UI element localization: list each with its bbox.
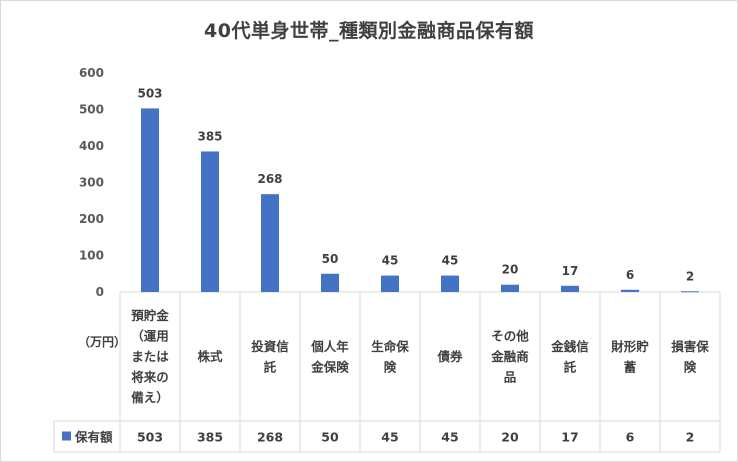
category-label: 株式 [197, 349, 223, 364]
category-label: 預貯金（運用または将来の備え） [131, 308, 169, 405]
y-tick-label: 400 [79, 139, 104, 153]
bar [141, 108, 159, 292]
category-label: 個人年金保険 [310, 339, 349, 375]
y-tick-label: 0 [96, 285, 104, 299]
y-tick-label: 100 [79, 249, 104, 263]
data-label: 268 [257, 172, 282, 186]
table-value: 20 [501, 430, 519, 445]
table-value: 6 [626, 430, 635, 445]
category-label: 金銭信託 [550, 339, 589, 375]
bar [201, 151, 219, 292]
table-value: 385 [197, 430, 223, 445]
y-tick-label: 200 [79, 212, 104, 226]
data-label: 2 [686, 269, 694, 283]
data-label: 6 [626, 268, 634, 282]
bar [501, 284, 519, 292]
table-value: 45 [441, 430, 458, 445]
data-label: 17 [562, 264, 579, 278]
bar [381, 275, 399, 292]
data-label: 20 [502, 263, 519, 277]
legend-key [62, 431, 71, 441]
bar [621, 289, 639, 292]
data-label: 385 [197, 129, 222, 143]
category-label: 財形貯蓄 [610, 339, 649, 375]
table-value: 50 [321, 430, 339, 445]
data-label: 45 [382, 254, 399, 268]
category-label: 生命保険 [371, 339, 409, 375]
category-label: 損害保険 [671, 339, 709, 375]
table-value: 45 [381, 430, 398, 445]
y-tick-label: 600 [79, 66, 104, 80]
data-label: 50 [322, 252, 339, 266]
bar [681, 291, 699, 293]
bar [321, 273, 339, 292]
bar [441, 275, 459, 292]
table-value: 2 [686, 430, 695, 445]
axis-layer: 0 100 200 300 400 500 600 [79, 66, 720, 299]
table-value: 268 [257, 430, 283, 445]
bar [561, 285, 579, 292]
table-value: 503 [137, 430, 163, 445]
data-label: 45 [442, 254, 459, 268]
y-tick-label: 300 [79, 176, 104, 190]
bar [261, 194, 279, 292]
legend-label: 保有額 [74, 430, 113, 445]
bar-layer: 503 385 268 50 45 45 20 17 6 2 [137, 86, 699, 293]
unit-label: （万円） [78, 334, 126, 349]
chart-title: 40代単身世帯_種類別金融商品保有額 [204, 20, 534, 42]
category-label: 債券 [436, 349, 463, 364]
y-tick-label: 500 [79, 103, 104, 117]
category-label: 投資信託 [251, 339, 289, 375]
data-label: 503 [137, 86, 162, 100]
category-label: その他金融商品 [490, 329, 529, 385]
table-value: 17 [561, 430, 578, 445]
